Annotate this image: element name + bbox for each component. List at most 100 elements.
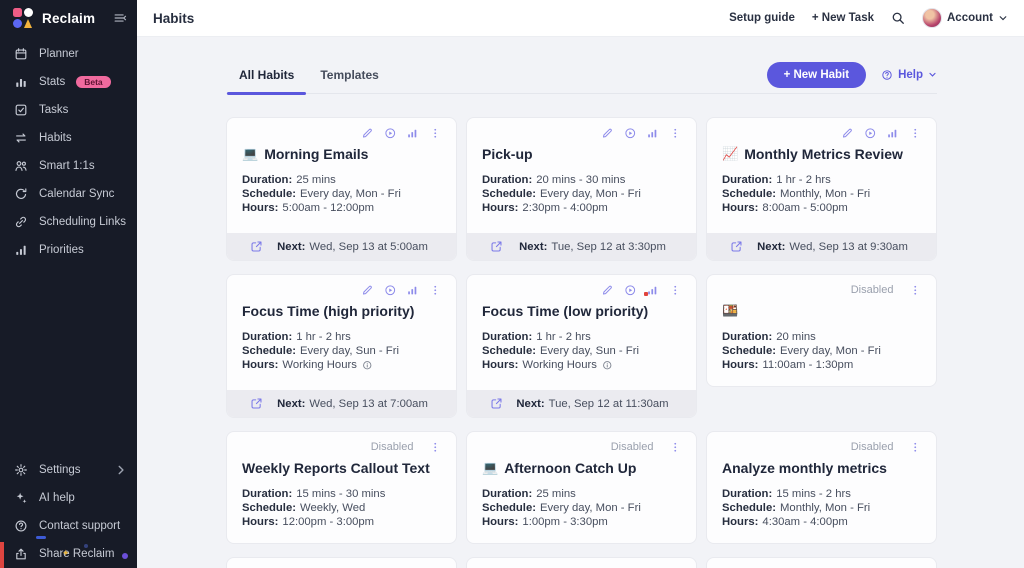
kebab-menu-icon[interactable] bbox=[429, 284, 442, 297]
sidebar-item-ai-help[interactable]: AI help bbox=[0, 484, 137, 512]
habit-details: Duration: 25 mins Schedule: Every day, Mon … bbox=[482, 487, 681, 529]
kebab-menu-icon[interactable] bbox=[909, 441, 922, 454]
sidebar-item-settings[interactable]: Settings bbox=[0, 456, 137, 484]
sidebar-item-smart-1-1s[interactable]: Smart 1:1s bbox=[0, 152, 137, 180]
tab-all-habits[interactable]: All Habits bbox=[226, 60, 307, 95]
kebab-menu-icon[interactable] bbox=[909, 284, 922, 297]
hours-line: Hours: 11:00am - 1:30pm bbox=[722, 359, 854, 371]
gear-icon bbox=[14, 463, 28, 477]
sidebar-item-label: Planner bbox=[39, 48, 79, 60]
schedule-line: Schedule: Monthly, Mon - Fri bbox=[722, 502, 871, 514]
external-link-icon[interactable] bbox=[490, 240, 503, 253]
play-circle-icon[interactable] bbox=[864, 127, 877, 140]
card-actions: Disabled bbox=[482, 439, 681, 455]
schedule-line: Schedule: Monthly, Mon - Fri bbox=[722, 188, 871, 200]
next-event-text: Next: Wed, Sep 13 at 7:00am bbox=[277, 397, 428, 410]
next-event-footer: Next: Tue, Sep 12 at 3:30pm bbox=[467, 233, 696, 260]
habit-card-morning-emails[interactable]: 💻 Morning Emails Duration: 25 mins Schedule:… bbox=[226, 117, 457, 261]
duration-line: Duration: 20 mins - 30 mins bbox=[482, 174, 626, 186]
info-icon[interactable] bbox=[602, 360, 613, 371]
next-event-text: Next: Wed, Sep 13 at 9:30am bbox=[757, 240, 908, 253]
play-circle-icon[interactable] bbox=[624, 284, 637, 297]
header-actions: Setup guide + New Task Account bbox=[729, 8, 1008, 28]
disabled-badge: Disabled bbox=[370, 441, 414, 453]
chart-icon[interactable] bbox=[406, 127, 419, 140]
habit-card-afternoon-catch-up[interactable]: Disabled 💻 Afternoon Catch Up Duration: 25 m… bbox=[466, 431, 697, 544]
kebab-menu-icon[interactable] bbox=[429, 127, 442, 140]
habit-title-text: Weekly Reports Callout Text bbox=[242, 460, 430, 476]
chart-icon[interactable] bbox=[646, 127, 659, 140]
external-link-icon[interactable] bbox=[490, 397, 503, 410]
setup-guide-link[interactable]: Setup guide bbox=[729, 12, 795, 24]
habit-details: Duration: 20 mins Schedule: Every day, Mon … bbox=[722, 330, 921, 372]
disabled-badge: Disabled bbox=[610, 441, 654, 453]
duration-line: Duration: 25 mins bbox=[242, 174, 336, 186]
habit-card-pick-up[interactable]: Pick-up Duration: 20 mins - 30 mins Schedul… bbox=[466, 117, 697, 261]
habit-emoji: 📈 bbox=[722, 146, 739, 161]
sidebar-item-stats[interactable]: Stats Beta bbox=[0, 68, 137, 96]
beta-badge: Beta bbox=[76, 75, 111, 89]
sparkles-icon bbox=[14, 491, 28, 505]
toolbar-actions: + New Habit Help bbox=[766, 61, 937, 92]
kebab-menu-icon[interactable] bbox=[669, 441, 682, 454]
habit-card-focus-time-low-priority[interactable]: Focus Time (low priority) Duration: 1 hr -… bbox=[466, 274, 697, 418]
chevron-right-icon bbox=[114, 463, 128, 477]
sidebar-item-habits[interactable]: Habits bbox=[0, 124, 137, 152]
sidebar-item-share-reclaim[interactable]: Share Reclaim bbox=[0, 540, 137, 568]
duration-line: Duration: 1 hr - 2 hrs bbox=[722, 174, 831, 186]
play-circle-icon[interactable] bbox=[384, 127, 397, 140]
account-menu[interactable]: Account bbox=[922, 8, 1008, 28]
habit-card-monthly-metrics-review[interactable]: 📈 Monthly Metrics Review Duration: 1 hr - 2… bbox=[706, 117, 937, 261]
sidebar-item-label: Smart 1:1s bbox=[39, 160, 95, 172]
sidebar-item-tasks[interactable]: Tasks bbox=[0, 96, 137, 124]
top-header: Habits Setup guide + New Task Account bbox=[137, 0, 1024, 37]
sidebar-item-planner[interactable]: Planner bbox=[0, 40, 137, 68]
habit-card-analyze-monthly-metrics[interactable]: Disabled Analyze monthly metrics Duration:… bbox=[706, 431, 937, 544]
pencil-icon[interactable] bbox=[601, 127, 614, 140]
help-menu[interactable]: Help bbox=[881, 69, 937, 81]
sidebar-item-label: AI help bbox=[39, 492, 75, 504]
next-event-text: Next: Wed, Sep 13 at 5:00am bbox=[277, 240, 428, 253]
kebab-menu-icon[interactable] bbox=[429, 441, 442, 454]
pencil-icon[interactable] bbox=[361, 127, 374, 140]
habit-card-product-launch-planning[interactable]: Disabled🚀Product Launch Planning bbox=[706, 557, 937, 568]
pencil-icon[interactable] bbox=[601, 284, 614, 297]
hours-line: Hours: 2:30pm - 4:00pm bbox=[482, 202, 608, 214]
tab-templates[interactable]: Templates bbox=[320, 68, 379, 82]
habit-card-weekly-reports-callout-text[interactable]: Disabled Weekly Reports Callout Text Durat… bbox=[226, 431, 457, 544]
kebab-menu-icon[interactable] bbox=[909, 127, 922, 140]
new-habit-button[interactable]: + New Habit bbox=[766, 61, 867, 88]
next-event-footer: Next: Wed, Sep 13 at 9:30am bbox=[707, 233, 936, 260]
red-edge-decoration bbox=[0, 542, 4, 568]
pencil-icon[interactable] bbox=[361, 284, 374, 297]
kebab-menu-icon[interactable] bbox=[669, 284, 682, 297]
play-circle-icon[interactable] bbox=[384, 284, 397, 297]
new-task-button[interactable]: + New Task bbox=[811, 12, 874, 24]
info-icon[interactable] bbox=[362, 360, 373, 371]
external-link-icon[interactable] bbox=[250, 397, 263, 410]
habit-title: 💻 Afternoon Catch Up bbox=[482, 458, 681, 478]
sidebar-item-label: Tasks bbox=[39, 104, 69, 116]
chart-icon[interactable] bbox=[406, 284, 419, 297]
schedule-line: Schedule: Every day, Mon - Fri bbox=[482, 188, 641, 200]
habit-title: Weekly Reports Callout Text bbox=[242, 458, 441, 478]
search-icon[interactable] bbox=[891, 11, 905, 25]
external-link-icon[interactable] bbox=[730, 240, 743, 253]
collapse-sidebar-icon[interactable] bbox=[113, 11, 127, 25]
habit-title: 💻 Morning Emails bbox=[242, 144, 441, 164]
hours-line: Hours: 4:30am - 4:00pm bbox=[722, 516, 848, 528]
sidebar-item-calendar-sync[interactable]: Calendar Sync bbox=[0, 180, 137, 208]
sidebar-item-contact-support[interactable]: Contact support bbox=[0, 512, 137, 540]
sidebar-item-scheduling-links[interactable]: Scheduling Links bbox=[0, 208, 137, 236]
habit-card-key-account-check-ins[interactable]: Disabled🔑Key Account Check-Ins bbox=[226, 557, 457, 568]
pencil-icon[interactable] bbox=[841, 127, 854, 140]
external-link-icon[interactable] bbox=[250, 240, 263, 253]
chart-icon[interactable] bbox=[886, 127, 899, 140]
play-circle-icon[interactable] bbox=[624, 127, 637, 140]
sidebar-item-priorities[interactable]: Priorities bbox=[0, 236, 137, 264]
kebab-menu-icon[interactable] bbox=[669, 127, 682, 140]
habit-card-sales-pipeline-review[interactable]: Disabled🔥Sales Pipeline Review bbox=[466, 557, 697, 568]
habit-card[interactable]: Disabled 🍱 Duration: 20 mins Schedule: Every … bbox=[706, 274, 937, 387]
chart-icon[interactable] bbox=[644, 284, 659, 297]
habit-card-focus-time-high-priority[interactable]: Focus Time (high priority) Duration: 1 hr … bbox=[226, 274, 457, 418]
